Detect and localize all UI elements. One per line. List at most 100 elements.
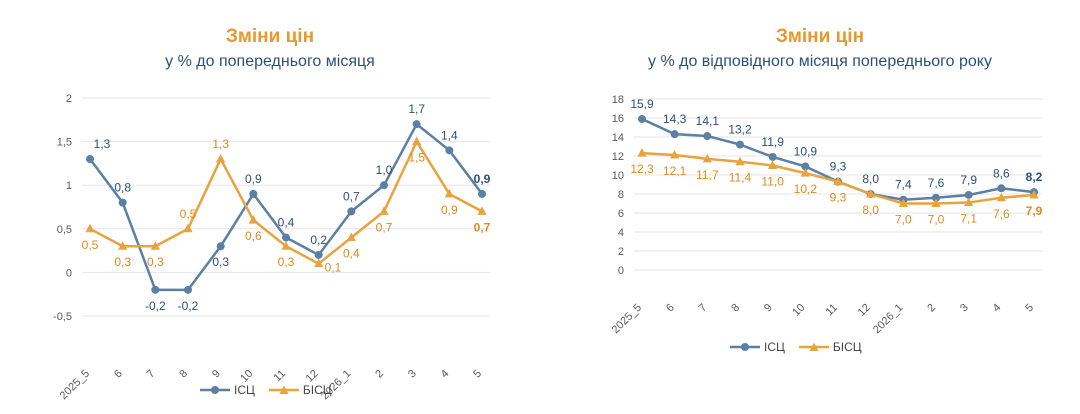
x-tick-label: 2 xyxy=(373,368,386,381)
data-label-bisc: 1,5 xyxy=(408,151,425,165)
data-point-bisc xyxy=(216,154,226,163)
x-tick-label: 8 xyxy=(177,368,190,381)
x-tick-label: 3 xyxy=(406,368,419,381)
data-point-isc xyxy=(249,189,258,198)
data-point-bisc xyxy=(118,241,128,250)
legend-item-isc: ІСЦ xyxy=(200,383,255,397)
data-point-isc xyxy=(768,152,777,161)
legend-label-isc: ІСЦ xyxy=(234,383,255,397)
data-point-bisc xyxy=(702,153,712,163)
data-point-bisc xyxy=(477,206,487,215)
x-tick-label: 6 xyxy=(112,368,125,381)
chart-subtitle: у % до попереднього місяця xyxy=(165,53,375,70)
data-label-isc: 13,2 xyxy=(728,123,752,137)
data-label-bisc: 9,3 xyxy=(830,191,847,205)
data-label-bisc: 11,0 xyxy=(761,175,784,189)
data-label-bisc: 0,3 xyxy=(147,255,164,269)
data-point-isc xyxy=(932,193,940,202)
data-label-bisc: 7,6 xyxy=(993,207,1010,221)
y-tick-label: 18 xyxy=(612,94,624,106)
data-point-bisc xyxy=(1029,189,1039,199)
data-label-bisc: 0,4 xyxy=(343,247,360,261)
data-point-bisc xyxy=(150,241,160,250)
data-label-isc: 10,9 xyxy=(794,144,818,158)
y-tick-label: 8 xyxy=(618,189,624,201)
data-label-bisc: 12,3 xyxy=(630,162,654,176)
data-point-isc xyxy=(151,285,160,294)
data-point-isc xyxy=(736,140,744,149)
legend-label-bisc: БІСЦ xyxy=(832,340,862,354)
data-label-bisc: 0,7 xyxy=(376,220,393,234)
y-tick-label: 1,5 xyxy=(57,137,72,149)
x-tick-label: 2025_5 xyxy=(610,302,644,336)
data-label-bisc: 10,2 xyxy=(794,182,818,196)
data-point-isc xyxy=(86,155,94,164)
data-label-bisc: 7,0 xyxy=(895,213,912,227)
y-tick-label: -0,5 xyxy=(53,311,72,323)
data-label-isc: 14,3 xyxy=(663,112,687,126)
data-point-bisc xyxy=(85,223,95,233)
x-tick-label: 7 xyxy=(145,368,158,381)
data-label-bisc: 0,5 xyxy=(180,207,197,221)
y-tick-label: 0 xyxy=(66,267,72,279)
data-point-isc xyxy=(670,130,679,139)
data-label-bisc: 0,1 xyxy=(325,261,342,275)
data-label-bisc: 0,9 xyxy=(441,203,458,217)
data-label-isc: 8,6 xyxy=(993,166,1010,180)
data-label-bisc: 11,4 xyxy=(729,171,752,185)
data-label-bisc: 7,9 xyxy=(1026,204,1043,218)
data-point-bisc xyxy=(768,160,778,169)
y-tick-label: 10 xyxy=(612,170,624,182)
data-label-isc: 11,9 xyxy=(761,135,784,149)
data-point-bisc xyxy=(183,223,193,233)
data-label-isc: 0,7 xyxy=(343,189,360,203)
data-label-isc: -0,2 xyxy=(178,299,199,313)
x-tick-label: 12 xyxy=(856,302,873,319)
legend-label-bisc: БІСЦ xyxy=(302,383,332,397)
data-point-isc xyxy=(412,120,421,129)
x-tick-label: 9 xyxy=(762,302,775,315)
data-point-isc xyxy=(282,233,290,242)
chart-title: Зміни цін xyxy=(225,26,315,47)
data-point-bisc xyxy=(964,197,974,207)
data-point-bisc xyxy=(346,232,356,242)
data-label-isc: 0,8 xyxy=(114,181,131,195)
data-point-isc xyxy=(118,198,127,207)
data-label-bisc: 12,1 xyxy=(663,164,687,178)
x-tick-label: 2 xyxy=(925,302,938,315)
data-label-bisc: 1,3 xyxy=(212,137,229,151)
data-point-isc xyxy=(638,114,646,123)
data-label-isc: 8,2 xyxy=(1026,170,1043,184)
data-label-isc: 7,6 xyxy=(928,176,945,190)
legend-marker-isc xyxy=(730,343,760,351)
data-point-bisc xyxy=(444,188,454,198)
data-point-bisc xyxy=(931,198,941,207)
data-point-bisc xyxy=(379,206,389,215)
x-tick-label: 7 xyxy=(697,302,710,315)
x-tick-label: 9 xyxy=(210,368,223,381)
data-label-bisc: 7,0 xyxy=(928,213,945,227)
data-label-isc: 15,9 xyxy=(630,97,654,111)
data-label-isc: 7,9 xyxy=(960,173,977,187)
legend-marker-isc xyxy=(200,386,230,394)
data-point-isc xyxy=(445,146,454,155)
y-tick-label: 1 xyxy=(66,180,72,192)
data-label-bisc: 0,3 xyxy=(278,255,295,269)
data-point-isc xyxy=(347,207,356,216)
x-tick-label: 5 xyxy=(1023,302,1036,315)
data-label-bisc: 11,7 xyxy=(696,168,719,182)
data-label-isc: 14,1 xyxy=(696,114,720,128)
data-point-bisc xyxy=(898,198,908,207)
x-tick-label: 11 xyxy=(824,302,841,319)
data-point-isc xyxy=(801,162,810,171)
legend-item-bisc: БІСЦ xyxy=(798,340,862,354)
x-tick-label: 5 xyxy=(471,368,484,381)
data-point-bisc xyxy=(800,168,810,177)
data-point-bisc xyxy=(412,136,422,146)
data-point-bisc xyxy=(248,215,258,224)
data-label-isc: 1,3 xyxy=(94,137,111,151)
data-point-bisc xyxy=(314,258,324,268)
x-tick-label: 4 xyxy=(439,368,452,381)
